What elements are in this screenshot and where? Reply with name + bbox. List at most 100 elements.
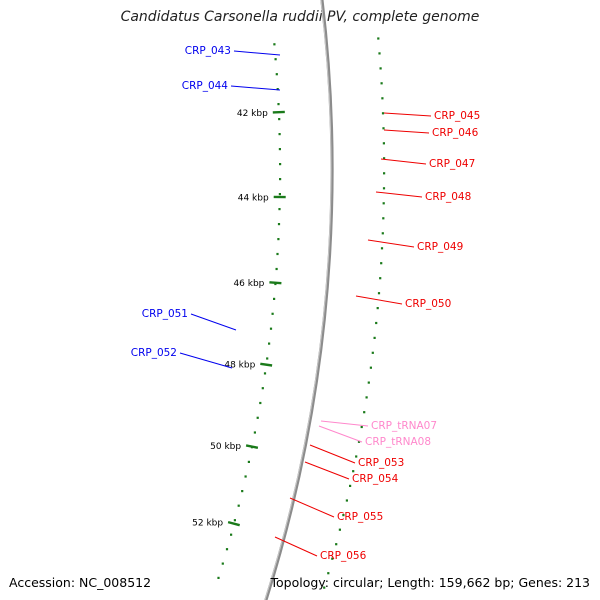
tick-mark [245, 444, 259, 449]
outer-dot [327, 572, 330, 575]
inner-dot [274, 282, 277, 286]
leader-line [190, 313, 237, 331]
inner-dot [277, 223, 281, 226]
leader-line [274, 536, 318, 557]
outer-dot [357, 440, 361, 443]
outer-dot [349, 484, 352, 487]
outer-dot [382, 142, 385, 145]
inner-dot [253, 431, 256, 434]
tick-label: 48 kbp [224, 360, 255, 370]
inner-dot [230, 533, 233, 536]
gene-label-crp-044: CRP_044 [182, 80, 229, 92]
tick-label: 50 kbp [210, 442, 241, 452]
outer-dot [382, 202, 385, 205]
outer-dot [381, 112, 385, 115]
outer-dot [376, 307, 379, 310]
outer-dot [331, 557, 334, 560]
inner-dot [244, 475, 247, 478]
outer-dot [355, 455, 358, 458]
outer-dot [378, 52, 381, 55]
outer-dot [379, 67, 382, 70]
inner-dot [275, 267, 278, 271]
inner-dot [221, 562, 224, 565]
inner-dot [271, 312, 274, 315]
leader-line [383, 129, 430, 134]
outer-dot [369, 366, 372, 369]
gene-label-crp-055: CRP_055 [337, 511, 383, 523]
inner-dot [278, 118, 281, 121]
tick-label: 46 kbp [233, 279, 264, 289]
outer-dot [380, 82, 383, 85]
leader-line [309, 444, 356, 464]
inner-dot [273, 43, 276, 46]
tick-mark [227, 520, 241, 527]
inner-dot [266, 357, 269, 360]
inner-dot [279, 178, 282, 181]
outer-dot [367, 381, 370, 384]
outer-dot [380, 262, 383, 265]
kbp-ticks: 42 kbp 44 kbp 46 kbp 48 kbp 50 kbp 52 kbp [192, 109, 286, 529]
leader-line [304, 461, 350, 480]
inner-dot [225, 548, 229, 551]
outer-dot [323, 586, 326, 589]
leader-line [289, 497, 335, 518]
gene-label-crp-050: CRP_050 [405, 298, 451, 310]
outer-dot [383, 157, 386, 160]
outer-dot [382, 187, 386, 190]
gene-label-crp-043: CRP_043 [185, 45, 231, 57]
inner-dot [278, 208, 281, 211]
inner-dot [268, 342, 271, 345]
inner-dot [279, 163, 282, 166]
outer-dot [345, 499, 348, 502]
inner-dot [275, 73, 278, 76]
leader-line [380, 158, 427, 165]
gene-label-crp-048: CRP_048 [425, 191, 471, 203]
gene-label-crp-056: CRP_056 [320, 550, 367, 562]
outer-dot [363, 411, 366, 414]
outer-dot [335, 543, 338, 546]
genome-summary-text: Topology: circular; Length: 159,662 bp; … [270, 575, 591, 590]
leader-line [383, 112, 432, 117]
tick-mark [260, 362, 273, 367]
gene-label-crp-trna08: CRP_tRNA08 [365, 436, 431, 448]
leader-line [179, 352, 233, 369]
inner-dot [259, 401, 262, 405]
outer-dot [373, 336, 376, 339]
inner-dot [278, 193, 281, 196]
gene-labels: CRP_043 CRP_044 CRP_045 CRP_046 CRP_047 CRP_0… [131, 45, 481, 562]
inner-dot [217, 576, 220, 579]
outer-dot [383, 172, 386, 175]
leader-line [355, 295, 403, 305]
leader-line [233, 50, 281, 56]
inner-dot [261, 387, 264, 390]
leader-line [367, 239, 415, 248]
outer-dot [365, 396, 368, 399]
leader-line [375, 191, 423, 198]
outer-dot [381, 232, 384, 235]
inner-dot [278, 148, 281, 151]
tick-mark [272, 110, 285, 114]
tick-label: 42 kbp [237, 109, 268, 119]
outer-dot [377, 37, 380, 40]
inner-dot [277, 238, 280, 241]
inner-dot [273, 297, 276, 300]
map-title: Candidatus Carsonella ruddii PV, complet… [120, 9, 480, 25]
inner-dot [278, 133, 281, 136]
outer-dot [342, 514, 345, 517]
outer-dot [377, 292, 381, 295]
gene-label-crp-049: CRP_049 [417, 241, 463, 253]
gene-label-crp-046: CRP_046 [432, 127, 479, 139]
leader-line [320, 420, 369, 427]
inner-dot [263, 372, 267, 375]
gene-label-crp-053: CRP_053 [358, 457, 404, 469]
accession-text: Accession: NC_008512 [9, 575, 152, 590]
genome-backbone [264, 0, 334, 600]
leader-line [318, 425, 363, 443]
inner-dot [233, 519, 236, 522]
leader-line [230, 85, 281, 91]
outer-dot [381, 97, 384, 100]
tick-mark [269, 281, 282, 285]
outer-dot [379, 277, 382, 280]
tick-label: 44 kbp [238, 193, 269, 203]
